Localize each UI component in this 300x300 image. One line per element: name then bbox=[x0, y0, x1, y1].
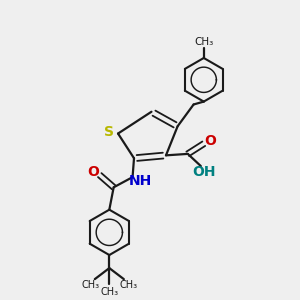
Text: OH: OH bbox=[193, 166, 216, 179]
Text: CH₃: CH₃ bbox=[194, 37, 213, 47]
Text: O: O bbox=[204, 134, 216, 148]
Text: O: O bbox=[87, 165, 99, 178]
Text: CH₃: CH₃ bbox=[119, 280, 137, 290]
Text: CH₃: CH₃ bbox=[100, 287, 118, 297]
Text: CH₃: CH₃ bbox=[81, 280, 100, 290]
Text: S: S bbox=[104, 125, 114, 139]
Text: NH: NH bbox=[129, 175, 152, 188]
